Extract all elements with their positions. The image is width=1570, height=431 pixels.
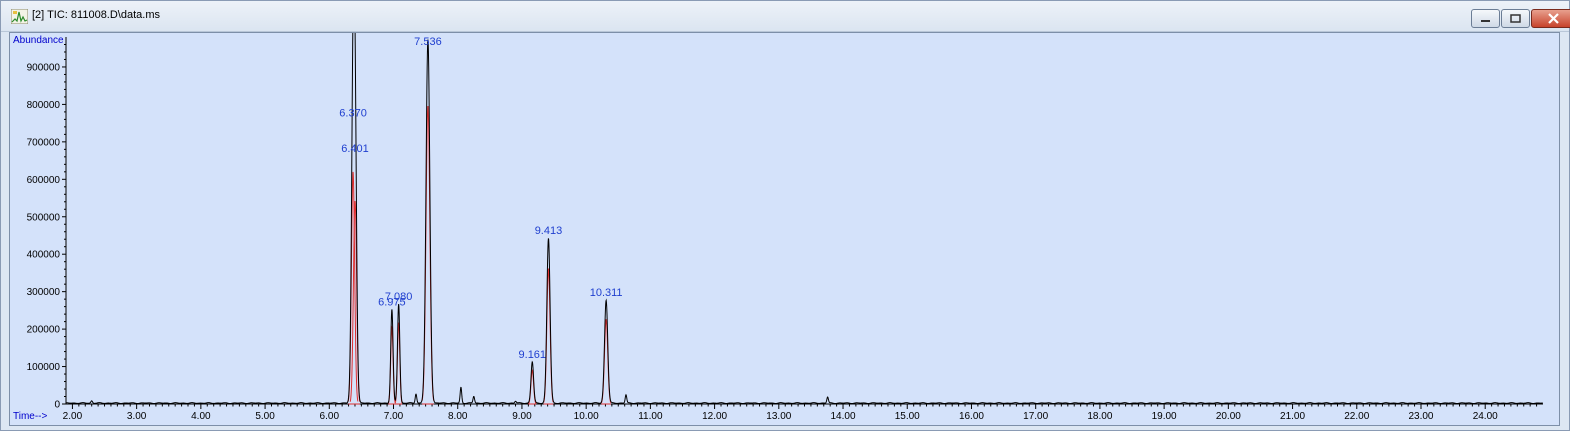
x-tick-label: 17.00 (1023, 411, 1048, 422)
tic-trace (66, 33, 1543, 405)
plot-area[interactable]: 0 100000 200000 300000 400000 500000 600000 700… (9, 32, 1560, 426)
x-tick-label: 9.00 (512, 411, 532, 422)
x-tick-label: 22.00 (1344, 411, 1369, 422)
close-button[interactable] (1531, 9, 1570, 28)
x-tick-label: 8.00 (448, 411, 468, 422)
minimize-button[interactable] (1471, 9, 1500, 28)
x-tick-label: 23.00 (1408, 411, 1433, 422)
y-axis-label: Abundance (13, 35, 64, 46)
close-icon (1548, 13, 1559, 24)
peak-label-7.080: 7.080 (385, 291, 413, 303)
minimize-icon (1481, 20, 1490, 22)
y-tick-label: 0 (54, 400, 60, 411)
x-tick-label: 14.00 (831, 411, 856, 422)
title-bar[interactable]: [2] TIC: 811008.D\data.ms (1, 1, 1570, 32)
x-tick-label: 20.00 (1216, 411, 1241, 422)
y-tick-label: 200000 (27, 325, 61, 336)
axes: 0 100000 200000 300000 400000 500000 600000 700… (27, 37, 1543, 422)
y-tick-label: 100000 (27, 362, 61, 373)
x-tick-label: 6.00 (320, 411, 340, 422)
window-title: [2] TIC: 811008.D\data.ms (32, 9, 160, 21)
y-tick-label: 900000 (27, 62, 61, 73)
peak-label-9.161: 9.161 (519, 349, 547, 361)
x-tick-label: 19.00 (1152, 411, 1177, 422)
x-tick-label: 5.00 (255, 411, 275, 422)
y-tick-label: 400000 (27, 250, 61, 261)
x-tick-label: 12.00 (702, 411, 727, 422)
chromatogram-chart[interactable]: 0 100000 200000 300000 400000 500000 600000 700… (10, 33, 1559, 425)
chromatogram-app-icon (11, 9, 28, 24)
x-tick-label: 11.00 (638, 411, 663, 422)
x-tick-label: 4.00 (191, 411, 211, 422)
y-tick-label: 800000 (27, 100, 61, 111)
x-tick-label: 10.00 (574, 411, 599, 422)
restore-icon (1510, 14, 1521, 23)
y-tick-label: 300000 (27, 287, 61, 298)
y-tick-label: 700000 (27, 137, 61, 148)
peak-label-7.536: 7.536 (414, 36, 442, 48)
peak-label-6.975: 6.975 (378, 296, 406, 308)
x-tick-label: 2.00 (63, 411, 83, 422)
x-axis-label: Time--> (13, 411, 48, 422)
y-tick-label: 600000 (27, 175, 61, 186)
peak-label-10.311: 10.311 (590, 287, 623, 299)
peak-label-6.401: 6.401 (341, 143, 369, 155)
x-tick-label: 24.00 (1473, 411, 1498, 422)
x-tick-label: 15.00 (895, 411, 920, 422)
x-tick-label: 21.00 (1280, 411, 1305, 422)
peak-label-6.370: 6.370 (339, 107, 367, 119)
restore-button[interactable] (1501, 9, 1530, 28)
peak-label-9.413: 9.413 (535, 225, 563, 237)
x-tick-label: 3.00 (127, 411, 147, 422)
x-tick-label: 16.00 (959, 411, 984, 422)
x-tick-label: 13.00 (766, 411, 791, 422)
x-tick-label: 18.00 (1087, 411, 1112, 422)
y-tick-label: 500000 (27, 212, 61, 223)
trace-layer (66, 33, 1543, 405)
x-tick-label: 7.00 (384, 411, 404, 422)
